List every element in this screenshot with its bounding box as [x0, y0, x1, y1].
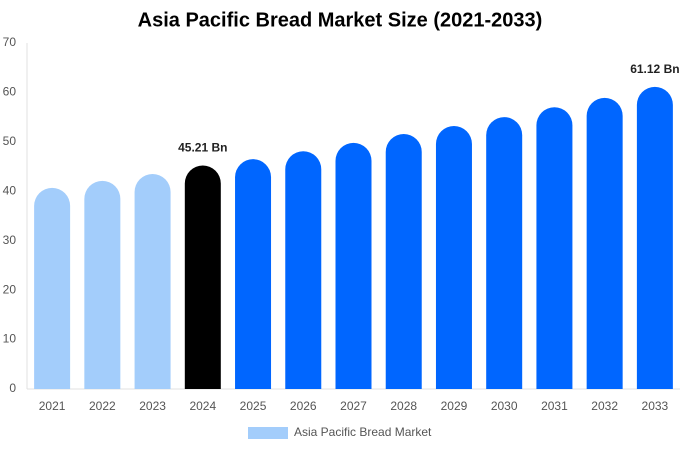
x-tick-label: 2024 [189, 399, 216, 413]
bar [134, 173, 171, 389]
chart-title: Asia Pacific Bread Market Size (2021-203… [138, 9, 543, 31]
legend-label: Asia Pacific Bread Market [294, 425, 432, 439]
x-tick-label: 2028 [390, 399, 417, 413]
bar [34, 187, 71, 389]
bar [285, 151, 322, 389]
bar [486, 117, 523, 389]
x-tick-label: 2021 [39, 399, 66, 413]
x-tick-label: 2029 [441, 399, 468, 413]
bar [235, 159, 272, 389]
bar [636, 86, 673, 389]
y-tick-label: 50 [3, 134, 17, 148]
y-tick-label: 20 [3, 282, 17, 296]
bar [385, 133, 422, 389]
x-tick-label: 2030 [491, 399, 518, 413]
x-tick-label: 2026 [290, 399, 317, 413]
bar [435, 126, 472, 390]
y-tick-label: 0 [9, 381, 16, 395]
bar [536, 107, 573, 389]
legend-swatch [248, 427, 288, 439]
value-label: 61.12 Bn [630, 62, 679, 76]
bar [184, 165, 221, 389]
y-tick-label: 30 [3, 233, 17, 247]
x-tick-label: 2031 [541, 399, 568, 413]
bar [586, 97, 623, 389]
y-tick-label: 10 [3, 332, 17, 346]
x-tick-label: 2025 [240, 399, 267, 413]
x-tick-label: 2027 [340, 399, 367, 413]
x-tick-label: 2032 [591, 399, 618, 413]
bar [84, 180, 121, 389]
x-tick-label: 2023 [139, 399, 166, 413]
y-tick-label: 60 [3, 85, 17, 99]
bar [335, 142, 372, 389]
x-tick-label: 2033 [642, 399, 669, 413]
x-tick-label: 2022 [89, 399, 116, 413]
y-tick-label: 70 [3, 35, 17, 49]
value-label: 45.21 Bn [178, 141, 227, 155]
y-tick-label: 40 [3, 183, 17, 197]
